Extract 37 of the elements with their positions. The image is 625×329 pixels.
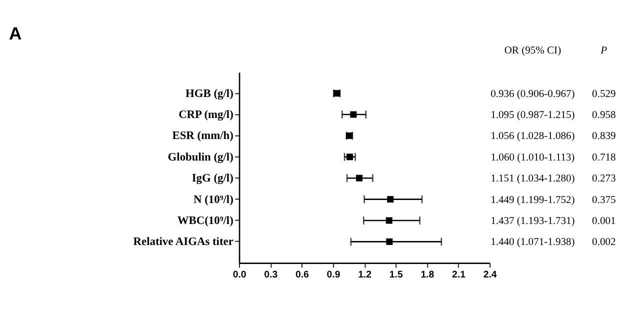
y-tick-label: CRP (mg/l) (178, 109, 234, 122)
text: 0.375 (592, 194, 616, 206)
data-label: 1.056 (1.028-1.086) (490, 131, 576, 142)
x-tick-label: 0.0 (232, 269, 246, 280)
x-tick-label: 2.1 (452, 269, 466, 280)
data-label: 1.151 (1.034-1.280) (490, 174, 576, 185)
y-tick-label: WBC(10⁹/l) (177, 215, 234, 228)
y-tick-label: N (10⁹/l) (194, 194, 234, 206)
x-tick-label: 1.8 (420, 269, 435, 280)
data-label: 1.095 (0.987-1.215) (490, 110, 576, 122)
data-label: 1.440 (1.071-1.938) (490, 237, 576, 248)
y-tick-label: IgG (g/l) (192, 172, 234, 185)
text: 0.529 (592, 88, 616, 100)
y-tick-label: Globulin (g/l) (168, 151, 234, 164)
x-tick-label: 0.9 (326, 269, 341, 280)
point (386, 217, 392, 224)
x-tick-label: 2.4 (483, 269, 498, 280)
y-tick-label: HGB (g/l) (186, 88, 234, 100)
data-label: 0.936 (0.906-0.967) (490, 88, 576, 100)
text: 0.273 (592, 174, 616, 185)
data-label: 1.060 (1.010-1.113) (490, 152, 576, 164)
text: OR (95% CI) (504, 46, 562, 57)
y-tick-label: Relative AIGAs titer (133, 236, 234, 248)
y-tick-label: ESR (mm/h) (172, 130, 234, 142)
x-tick-label: 1.2 (358, 269, 372, 280)
x-tick-label: 0.3 (264, 269, 278, 280)
text: A (8, 24, 22, 44)
text: 0.958 (592, 110, 616, 122)
text: P (600, 46, 608, 57)
x-tick-label: 0.6 (295, 269, 310, 280)
text: 0.839 (592, 131, 616, 142)
text: 0.718 (592, 152, 616, 164)
text: 0.001 (592, 216, 616, 228)
text: 0.002 (592, 237, 616, 248)
data-label: 1.449 (1.199-1.752) (490, 194, 576, 206)
data-label: 1.437 (1.193-1.731) (490, 216, 576, 228)
x-tick-label: 1.5 (389, 269, 404, 280)
